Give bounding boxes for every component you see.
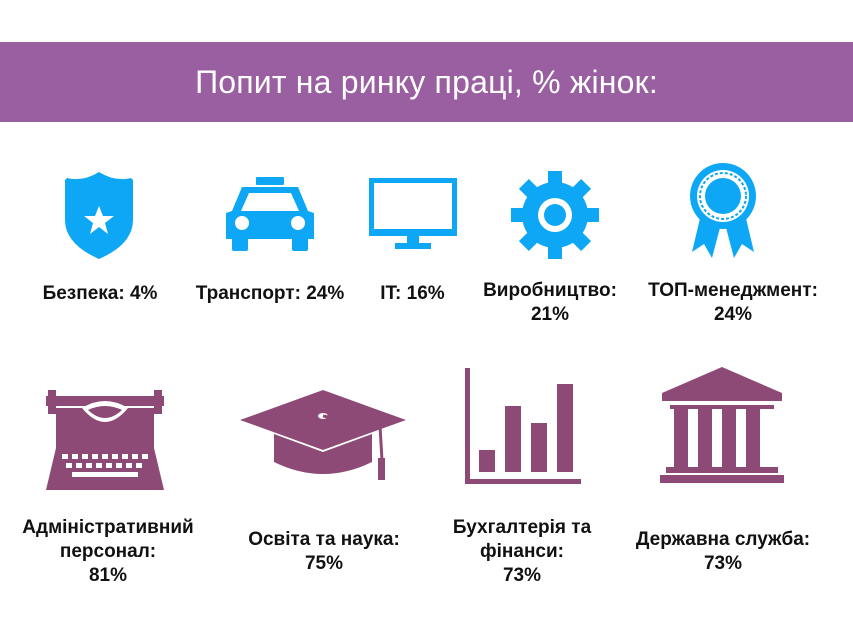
label-civil-service: Державна служба: 73%	[635, 529, 811, 574]
label-accounting-finance: Бухгалтерія та фінанси: 73%	[452, 517, 592, 586]
page-title: Попит на ринку праці, % жінок:	[195, 63, 658, 100]
label-security: Безпека: 4%	[42, 283, 158, 304]
label-top-management: ТОП-менеджмент: 24%	[648, 280, 818, 325]
taxi-icon	[226, 177, 314, 251]
title-banner: Попит на ринку праці, % жінок:	[0, 42, 853, 122]
typewriter-icon	[46, 390, 164, 490]
graduation-cap-icon	[240, 390, 406, 480]
monitor-icon	[369, 178, 457, 249]
bar-chart-icon	[465, 368, 581, 484]
label-it: IT: 16%	[380, 283, 445, 304]
police-badge-icon	[65, 172, 133, 259]
label-transport: Транспорт: 24%	[195, 283, 345, 304]
label-education-science: Освіта та наука: 75%	[248, 529, 400, 574]
award-ribbon-icon	[690, 163, 756, 258]
label-manufacturing: Виробництво: 21%	[483, 280, 617, 325]
label-administrative-staff: Адміністративний персонал: 81%	[22, 517, 194, 586]
gear-icon	[511, 171, 599, 259]
government-building-icon	[660, 367, 784, 483]
